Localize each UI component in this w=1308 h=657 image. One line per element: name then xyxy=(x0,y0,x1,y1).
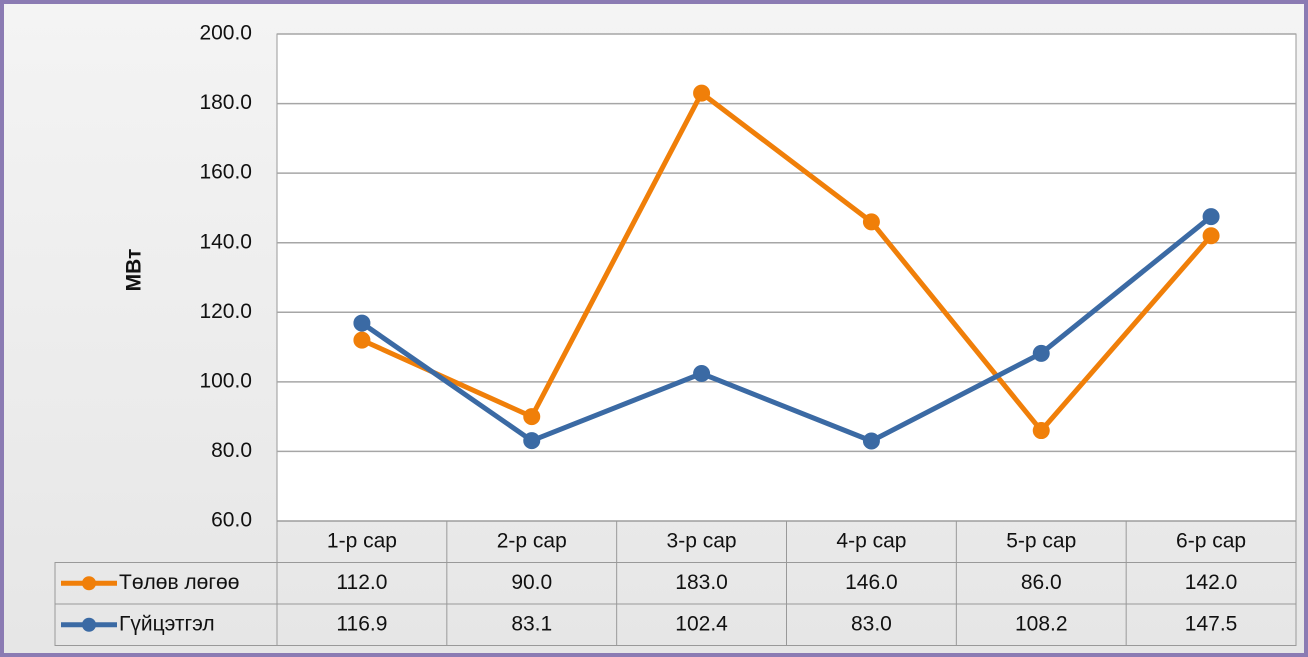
legend-key-marker xyxy=(82,617,96,632)
y-tick-label: 180.0 xyxy=(199,91,252,114)
table-value: 86.0 xyxy=(1021,571,1062,594)
y-tick-label: 80.0 xyxy=(211,439,252,462)
legend-label: Гүйцэтгэл xyxy=(119,612,215,635)
series-marker xyxy=(693,365,711,383)
x-tick-label: 2-р сар xyxy=(497,529,567,552)
series-marker xyxy=(1202,208,1220,226)
table-value: 116.9 xyxy=(336,612,387,635)
x-tick-label: 5-р сар xyxy=(1006,529,1076,552)
y-tick-label: 160.0 xyxy=(199,161,252,184)
y-tick-label: 120.0 xyxy=(199,300,252,323)
series-line xyxy=(360,214,1213,444)
table-value: 83.1 xyxy=(511,612,552,635)
plot-area xyxy=(276,33,1297,522)
table-value: 112.0 xyxy=(336,571,387,594)
y-tick-label: 60.0 xyxy=(211,509,252,532)
x-tick-label: 6-р сар xyxy=(1176,529,1246,552)
series-marker xyxy=(1032,344,1050,362)
series-marker xyxy=(353,314,371,332)
series-marker xyxy=(862,432,880,450)
y-axis-label: МВт xyxy=(123,249,146,292)
table-value: 183.0 xyxy=(675,571,728,594)
y-tick-label: 140.0 xyxy=(199,230,252,253)
table-value: 83.0 xyxy=(851,612,892,635)
x-tick-label: 1-р сар xyxy=(327,529,397,552)
legend-key-marker xyxy=(82,576,96,591)
series-line xyxy=(360,90,1213,434)
y-tick-label: 200.0 xyxy=(199,22,252,45)
table-value: 108.2 xyxy=(1015,612,1068,635)
y-tick-label: 100.0 xyxy=(199,369,252,392)
series-marker xyxy=(1202,227,1220,245)
series-marker xyxy=(693,84,711,102)
table-value: 102.4 xyxy=(675,612,728,635)
series-marker xyxy=(523,432,541,450)
series-marker xyxy=(353,331,371,349)
table-value: 90.0 xyxy=(511,571,552,594)
series-marker xyxy=(862,213,880,231)
table-value: 142.0 xyxy=(1185,571,1238,594)
series-marker xyxy=(523,408,541,426)
legend-label: Төлөв лөгөө xyxy=(119,571,239,594)
table-value: 147.5 xyxy=(1185,612,1238,635)
table-value: 146.0 xyxy=(845,571,898,594)
x-tick-label: 4-р сар xyxy=(836,529,906,552)
series-marker xyxy=(1032,422,1050,440)
x-tick-label: 3-р сар xyxy=(667,529,737,552)
